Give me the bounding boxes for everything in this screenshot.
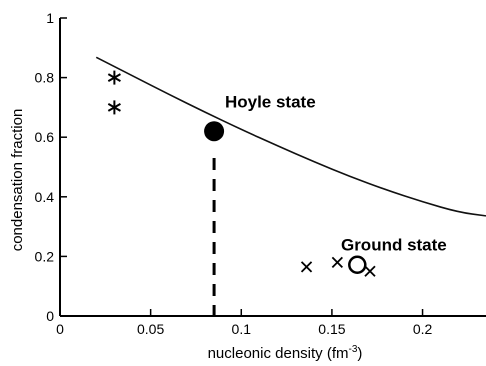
- cross-stroke: [331, 256, 343, 268]
- x-axis-label-superscript: -3: [349, 344, 358, 355]
- x-axis-label-close: ): [357, 345, 362, 361]
- x-tick-label: 0.2: [413, 321, 433, 337]
- y-tick-label: 0.2: [35, 248, 55, 264]
- asterisk-point: [107, 100, 121, 115]
- x-tick-label: 0.15: [318, 321, 345, 337]
- theory-curve: [95, 56, 486, 217]
- hoyle-state-label: Hoyle state: [225, 92, 316, 111]
- labels: condensation fraction nucleonic density …: [9, 109, 363, 362]
- marks: Hoyle state Ground state: [95, 56, 486, 316]
- hoyle-state-point: [204, 121, 225, 142]
- x-tick-label: 0: [56, 321, 64, 337]
- x-axis-label: nucleonic density (fm-3): [208, 344, 363, 361]
- y-tick-label: 0.8: [35, 70, 55, 86]
- x-tick-label: 0.05: [137, 321, 164, 337]
- y-axis-label: condensation fraction: [9, 109, 26, 252]
- x-axis-label-text: nucleonic density (fm: [208, 345, 349, 361]
- asterisk-stroke: [107, 103, 121, 112]
- ground-state-label: Ground state: [341, 235, 447, 254]
- y-tick-label: 0.4: [35, 189, 55, 205]
- cross-stroke: [300, 261, 313, 273]
- y-tick-label: 0: [46, 308, 54, 324]
- cross-point: [331, 256, 343, 268]
- y-tick-label: 0.6: [35, 129, 55, 145]
- asterisk-point: [107, 70, 121, 85]
- cross-point: [364, 265, 376, 277]
- cross-point: [300, 261, 313, 273]
- axes: 0 0.2 0.4 0.6 0.8 1 0 0.05 0.1 0.15 0.2: [35, 10, 486, 337]
- cross-stroke: [364, 265, 376, 277]
- ground-state-point: [348, 255, 367, 274]
- y-tick-label: 1: [46, 10, 54, 26]
- x-tick-label: 0.1: [232, 321, 252, 337]
- asterisk-stroke: [107, 73, 121, 82]
